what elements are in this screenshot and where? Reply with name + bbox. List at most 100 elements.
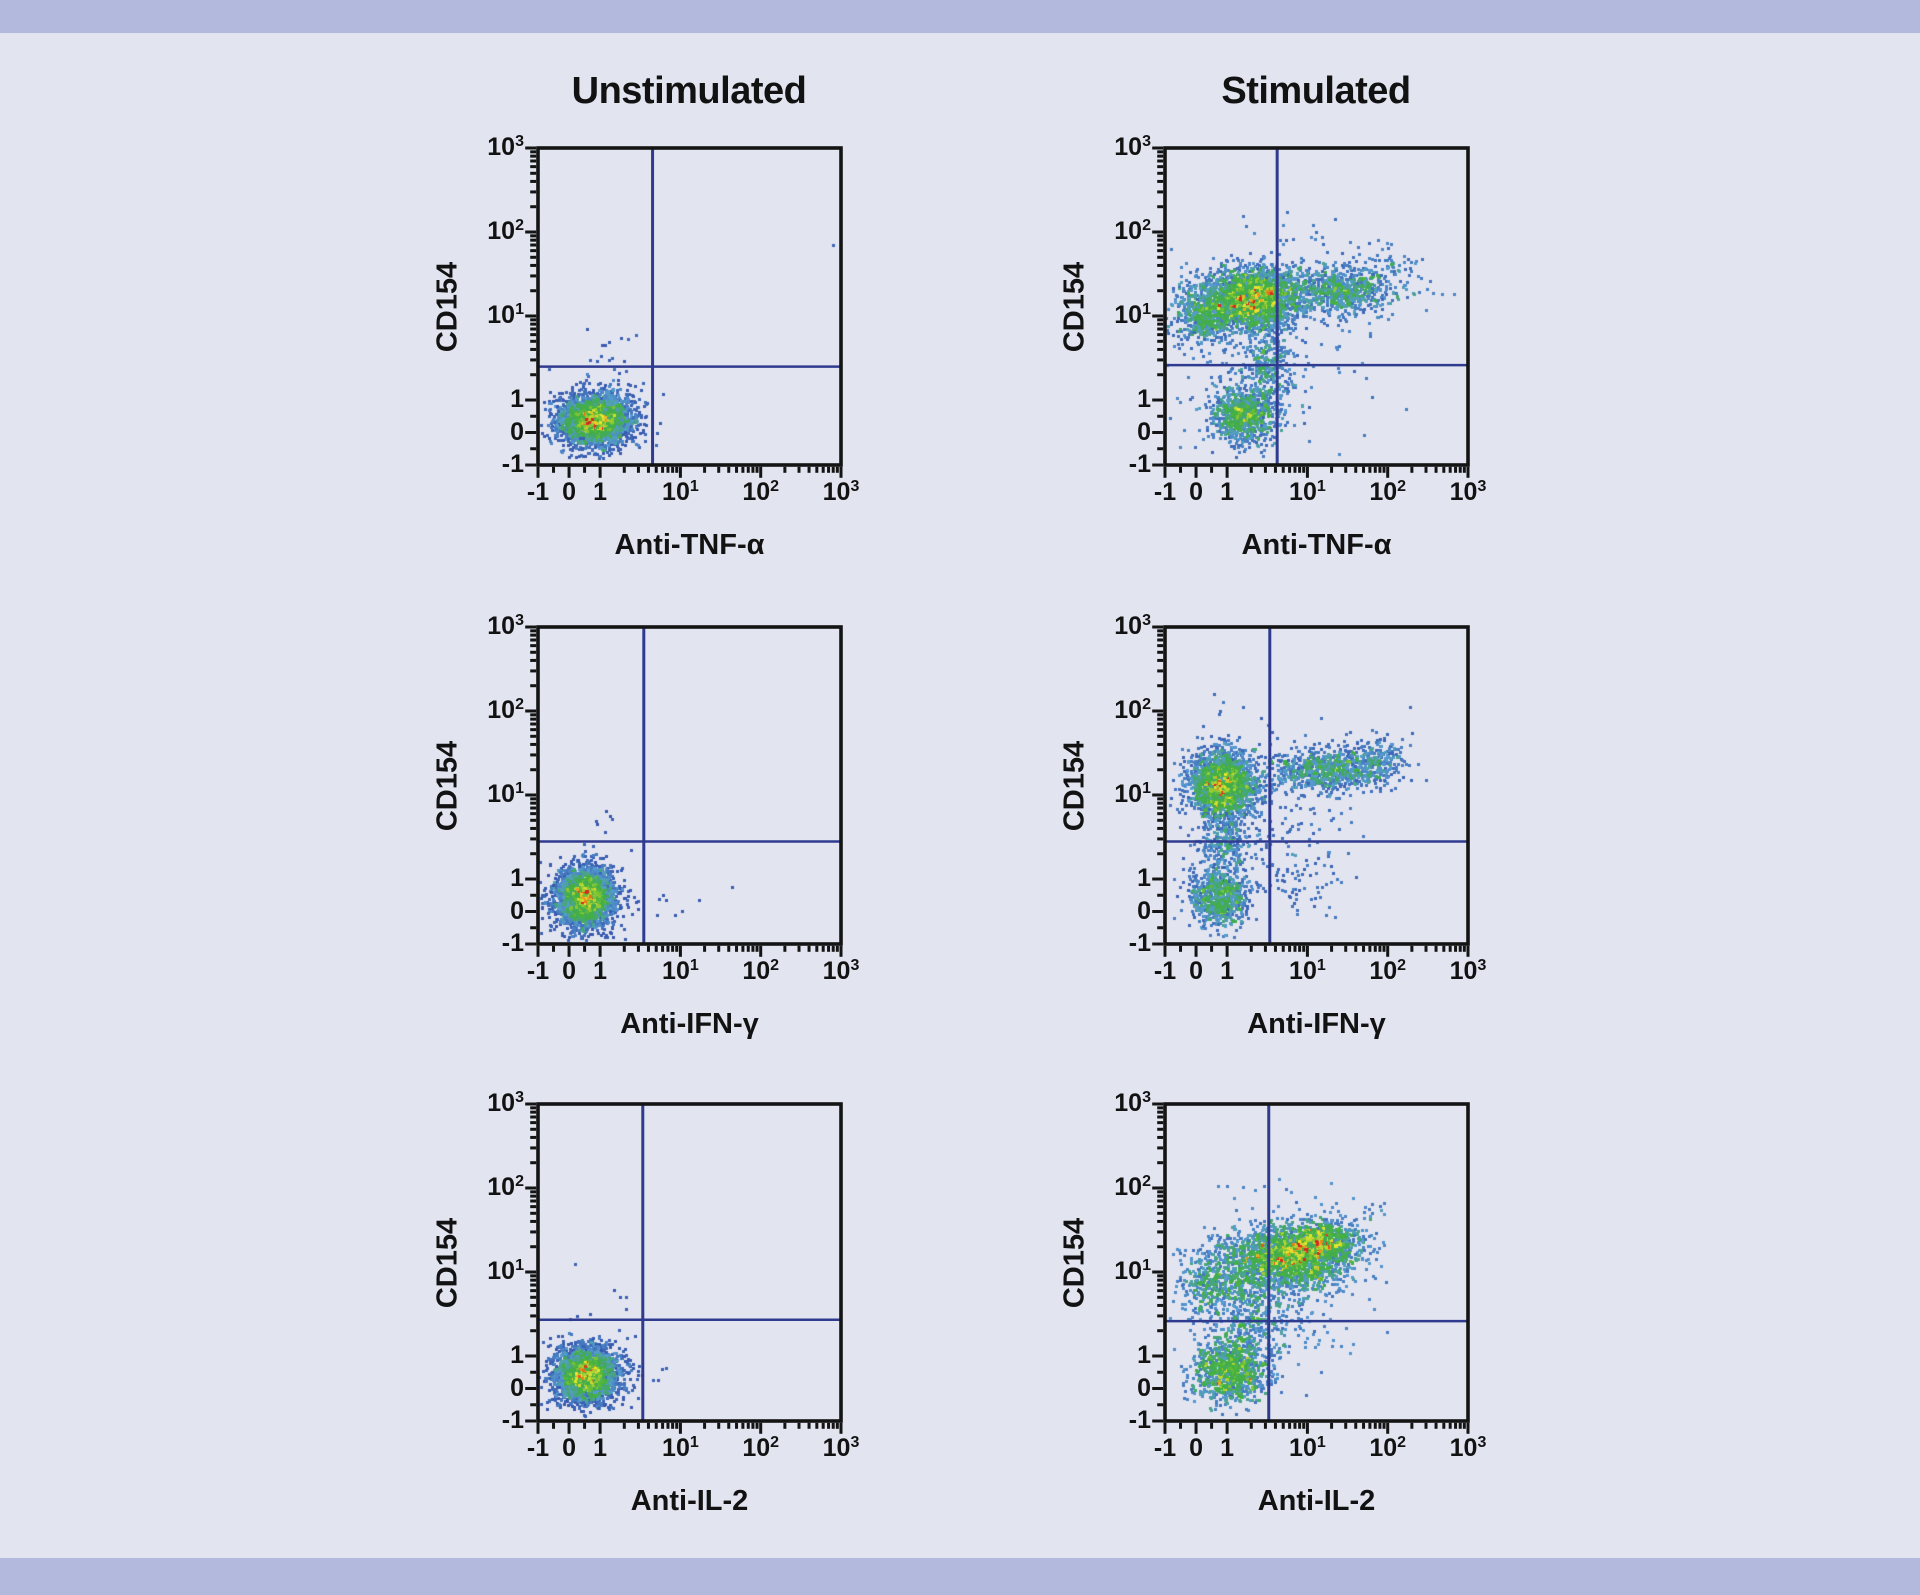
y-tick-label: 101: [487, 1257, 524, 1285]
y-tick-label: 101: [487, 780, 524, 808]
tick-exponent: 3: [515, 1089, 524, 1106]
x-tick-label: 101: [1289, 957, 1326, 985]
tick-exponent: 2: [515, 217, 524, 234]
x-tick-label: 0: [1189, 957, 1203, 985]
y-tick-label: 102: [1114, 1173, 1151, 1201]
y-tick-label: -1: [501, 929, 524, 957]
tick-exponent: 3: [1142, 1089, 1151, 1106]
density-scatter-canvas: [1165, 148, 1468, 465]
x-tick-label: -1: [1153, 478, 1177, 506]
x-tick-label: 101: [1289, 1434, 1326, 1462]
tick-marks: [525, 625, 843, 957]
y-tick-label: 1: [510, 385, 524, 413]
y-tick-label: 103: [487, 1089, 524, 1117]
y-tick-label: 0: [510, 1373, 524, 1402]
tick-exponent: 3: [1142, 133, 1151, 150]
x-tick-label: 103: [822, 957, 860, 985]
plot-frame: [536, 146, 843, 467]
y-tick-label: 103: [487, 133, 524, 161]
x-tick-label: -1: [526, 1434, 550, 1462]
tick-exponent: 1: [1316, 478, 1326, 495]
y-axis-label: CD154: [1058, 261, 1091, 352]
y-axis-label: CD154: [431, 740, 464, 831]
x-tick-label: 102: [1369, 478, 1407, 506]
density-scatter-canvas: [1165, 1104, 1468, 1421]
y-tick-label: 101: [487, 301, 524, 329]
x-tick-label: 102: [742, 1434, 780, 1462]
x-tick-label: 101: [662, 957, 699, 985]
column-title-stimulated: Stimulated: [1221, 70, 1411, 112]
x-tick-label: 103: [1449, 1434, 1487, 1462]
y-tick-label: 0: [510, 896, 524, 925]
plot-frame: [1163, 625, 1470, 946]
tick-exponent: 3: [515, 612, 524, 629]
tick-marks: [525, 1102, 843, 1434]
y-axis-label: CD154: [1058, 1217, 1091, 1308]
x-tick-label: -1: [526, 957, 550, 985]
plot-unstimulated-anti-ifn-gamma: -1 -1 0 0 1 1 101 101 102 102 103 103 Anti-IFN-γ CD15…: [432, 613, 860, 1041]
tick-exponent: 2: [1397, 957, 1407, 974]
tick-marks: [1152, 1102, 1470, 1434]
x-tick-label: 0: [562, 957, 576, 985]
x-tick-label: 0: [562, 1434, 576, 1462]
y-tick-label: -1: [1128, 929, 1151, 957]
plot-unstimulated-anti-il-2: -1 -1 0 0 1 1 101 101 102 102 103 103 Anti-IL-2 CD154: [432, 1090, 860, 1518]
tick-exponent: 2: [770, 1434, 780, 1451]
y-tick-label: 103: [1114, 612, 1151, 640]
tick-exponent: 1: [515, 1257, 524, 1274]
tick-exponent: 2: [1397, 478, 1407, 495]
tick-exponent: 1: [515, 780, 524, 797]
x-tick-label: 103: [822, 478, 860, 506]
x-tick-label: 0: [1189, 1434, 1203, 1462]
plot-frame: [1163, 146, 1470, 467]
x-axis-label: Anti-IL-2: [630, 1485, 749, 1517]
x-axis-label: Anti-TNF-α: [1241, 529, 1392, 561]
column-title-unstimulated: Unstimulated: [571, 70, 807, 112]
x-tick-label: 101: [662, 478, 699, 506]
y-axis-label: CD154: [1058, 740, 1091, 831]
x-tick-label: -1: [526, 478, 550, 506]
y-tick-label: 101: [1114, 1257, 1151, 1285]
y-tick-label: 102: [487, 1173, 524, 1201]
y-tick-label: -1: [1128, 1406, 1151, 1434]
tick-exponent: 2: [1142, 696, 1151, 713]
y-tick-label: -1: [501, 450, 524, 478]
density-scatter-canvas: [538, 148, 841, 465]
bottom-band: [0, 1558, 1920, 1595]
x-tick-label: 1: [593, 478, 608, 506]
y-tick-label: 103: [487, 612, 524, 640]
axes-and-gates: [1152, 1102, 1470, 1434]
tick-exponent: 2: [515, 696, 524, 713]
y-tick-label: 102: [1114, 696, 1151, 724]
x-tick-label: 1: [593, 1434, 608, 1462]
density-scatter-canvas: [538, 1104, 841, 1421]
x-tick-label: 103: [1449, 478, 1487, 506]
x-tick-label: 102: [742, 478, 780, 506]
y-tick-label: 103: [1114, 1089, 1151, 1117]
tick-exponent: 3: [515, 133, 524, 150]
density-scatter-canvas: [1165, 627, 1468, 944]
x-axis-label: Anti-TNF-α: [614, 529, 765, 561]
tick-exponent: 2: [1397, 1434, 1407, 1451]
tick-exponent: 2: [770, 478, 780, 495]
tick-exponent: 3: [850, 957, 860, 974]
tick-exponent: 2: [1142, 1173, 1151, 1190]
y-tick-label: 103: [1114, 133, 1151, 161]
tick-exponent: 1: [1316, 957, 1326, 974]
tick-exponent: 3: [1477, 478, 1487, 495]
axes-and-gates: [525, 1102, 843, 1434]
x-tick-label: 1: [1220, 1434, 1235, 1462]
density-scatter-canvas: [538, 627, 841, 944]
tick-exponent: 3: [1477, 1434, 1487, 1451]
x-tick-label: 103: [1449, 957, 1487, 985]
tick-exponent: 1: [1142, 1257, 1151, 1274]
x-tick-label: 102: [1369, 957, 1407, 985]
y-tick-label: -1: [501, 1406, 524, 1434]
x-axis-label: Anti-IFN-γ: [620, 1008, 759, 1040]
x-tick-label: 1: [1220, 957, 1235, 985]
tick-marks: [525, 146, 843, 478]
tick-exponent: 1: [1142, 780, 1151, 797]
x-axis-label: Anti-IFN-γ: [1247, 1008, 1386, 1040]
y-tick-label: 102: [487, 217, 524, 245]
